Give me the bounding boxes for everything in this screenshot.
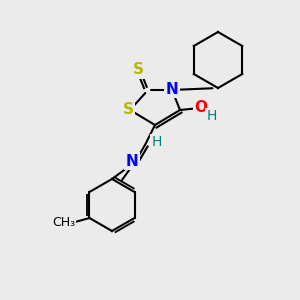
Text: CH₃: CH₃ [52, 217, 75, 230]
Text: S: S [133, 62, 143, 77]
Text: N: N [126, 154, 138, 169]
Text: O: O [194, 100, 208, 115]
Text: H: H [207, 109, 217, 123]
Text: N: N [166, 82, 178, 97]
Text: H: H [152, 135, 162, 149]
Text: S: S [122, 103, 134, 118]
